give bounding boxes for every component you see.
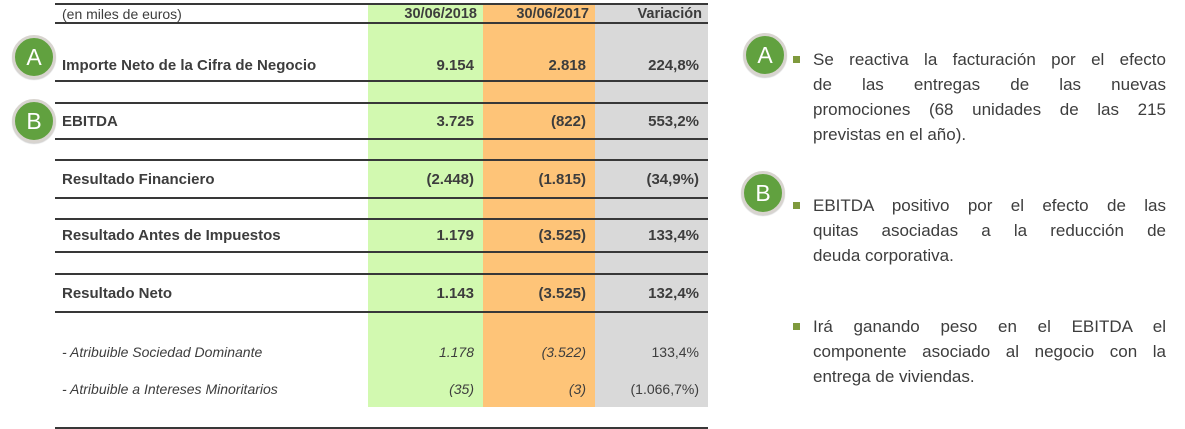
note-b-text: EBITDA positivo por el efecto de las qui… bbox=[813, 193, 1166, 268]
table-row-resultado-financiero: Resultado Financiero (2.448) (1.815) (34… bbox=[55, 159, 708, 199]
row-label: Resultado Antes de Impuestos bbox=[62, 227, 281, 244]
column-header-2017: 30/06/2017 bbox=[516, 5, 589, 22]
value-variacion: 133,4% bbox=[648, 227, 699, 244]
column-header-2018: 30/06/2018 bbox=[404, 5, 477, 22]
column-header-variacion: Variación bbox=[637, 5, 702, 22]
value-variacion: (1.066,7%) bbox=[630, 380, 699, 397]
table-row-atribuible-dominante: - Atribuible Sociedad Dominante 1.178 (3… bbox=[55, 333, 708, 370]
unit-label: (en miles de euros) bbox=[62, 5, 182, 22]
note-line: EBITDA positivo por el efecto de las bbox=[813, 196, 1166, 215]
column-band-2017 bbox=[483, 3, 595, 407]
note-line: previstas en el año). bbox=[813, 125, 967, 144]
value-2017: 2.818 bbox=[548, 57, 586, 74]
value-2017: (822) bbox=[550, 112, 586, 130]
badge-b-right: B bbox=[741, 171, 785, 215]
value-variacion: 553,2% bbox=[648, 112, 699, 130]
table-row-resultado-neto: Resultado Neto 1.143 (3.525) 132,4% bbox=[55, 273, 708, 313]
note-line: componente asociado al negocio con la bbox=[813, 342, 1166, 361]
table-header-row: (en miles de euros) 30/06/2018 30/06/201… bbox=[55, 3, 708, 24]
note-line: Irá ganando peso en el EBITDA el bbox=[813, 317, 1166, 336]
value-variacion: 224,8% bbox=[648, 57, 699, 74]
table-attributable-block: - Atribuible Sociedad Dominante 1.178 (3… bbox=[55, 313, 708, 429]
note-a: Se reactiva la facturación por el efecto… bbox=[793, 47, 1173, 147]
column-band-variacion bbox=[595, 3, 708, 407]
table-spacer-row bbox=[55, 253, 708, 273]
table-spacer-row bbox=[55, 199, 708, 218]
slide: A B (en miles de euros) 30/06/2018 30/06… bbox=[12, 3, 1173, 429]
bullet-square-icon bbox=[793, 56, 800, 63]
value-variacion: 133,4% bbox=[651, 343, 699, 360]
row-label: - Atribuible a Intereses Minoritarios bbox=[62, 380, 278, 397]
badge-a-left: A bbox=[12, 35, 56, 79]
row-label: Resultado Financiero bbox=[62, 170, 215, 188]
table-spacer-row bbox=[55, 140, 708, 159]
row-label: - Atribuible Sociedad Dominante bbox=[62, 343, 263, 360]
note-line: Se reactiva la facturación por el efecto bbox=[813, 50, 1166, 69]
value-2017: (3.525) bbox=[538, 227, 586, 244]
value-2018: (35) bbox=[449, 380, 474, 397]
value-2017: (3) bbox=[568, 380, 586, 397]
row-label: Resultado Neto bbox=[62, 284, 173, 302]
note-line: deuda corporativa. bbox=[813, 246, 954, 265]
badge-a-right: A bbox=[743, 33, 787, 77]
value-2017: (3.525) bbox=[538, 284, 586, 302]
financial-table: (en miles de euros) 30/06/2018 30/06/201… bbox=[55, 3, 708, 429]
value-2017: (3.522) bbox=[541, 343, 586, 360]
note-line: de las entregas de las nuevas bbox=[813, 75, 1166, 94]
value-variacion: 132,4% bbox=[648, 284, 699, 302]
value-2017: (1.815) bbox=[538, 170, 586, 188]
bullet-square-icon bbox=[793, 323, 800, 330]
note-ebitda-outlook-text: Irá ganando peso en el EBITDA el compone… bbox=[813, 314, 1166, 389]
row-label: EBITDA bbox=[62, 112, 118, 130]
table-row-ebitda: EBITDA 3.725 (822) 553,2% bbox=[55, 102, 708, 140]
value-2018: 1.179 bbox=[436, 227, 474, 244]
row-label: Importe Neto de la Cifra de Negocio bbox=[62, 57, 317, 74]
bullet-square-icon bbox=[793, 202, 800, 209]
note-line: quitas asociadas a la reducción de bbox=[813, 221, 1166, 240]
table-spacer-row bbox=[55, 82, 708, 102]
table-row-resultado-antes-impuestos: Resultado Antes de Impuestos 1.179 (3.52… bbox=[55, 218, 708, 253]
note-line: promociones (68 unidades de las 215 bbox=[813, 100, 1166, 119]
table-row-atribuible-minoritarios: - Atribuible a Intereses Minoritarios (3… bbox=[55, 370, 708, 407]
table-row-importe-neto: Importe Neto de la Cifra de Negocio 9.15… bbox=[55, 24, 708, 82]
value-2018: 1.143 bbox=[436, 284, 474, 302]
column-band-2018 bbox=[368, 3, 483, 407]
badge-b-left: B bbox=[12, 99, 56, 143]
value-2018: 1.178 bbox=[438, 343, 474, 360]
value-2018: 9.154 bbox=[436, 57, 474, 74]
note-b: EBITDA positivo por el efecto de las qui… bbox=[793, 193, 1173, 268]
value-variacion: (34,9%) bbox=[646, 170, 699, 188]
note-ebitda-outlook: Irá ganando peso en el EBITDA el compone… bbox=[793, 314, 1173, 389]
note-a-text: Se reactiva la facturación por el efecto… bbox=[813, 47, 1166, 147]
note-line: entrega de viviendas. bbox=[813, 367, 975, 386]
value-2018: 3.725 bbox=[436, 112, 474, 130]
value-2018: (2.448) bbox=[426, 170, 474, 188]
